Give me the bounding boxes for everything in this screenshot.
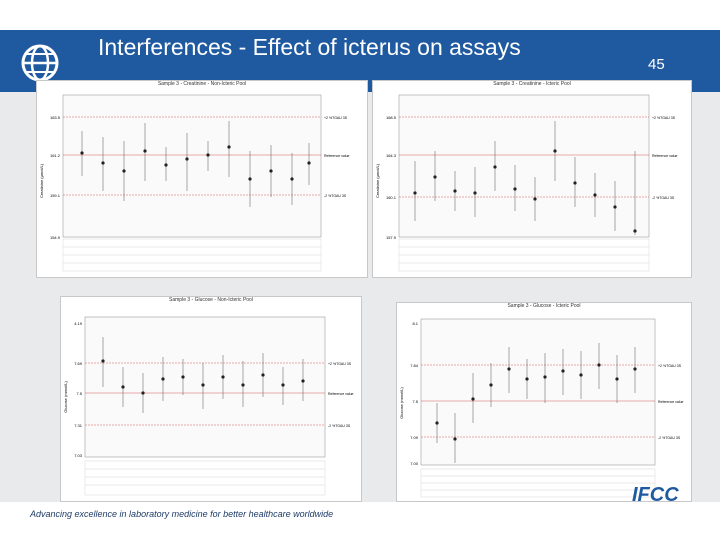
y-tick: 7.09	[410, 435, 419, 440]
chart-panel-creatinine-non-icteric: Sample 3 - Creatinine - Non-Icteric Pool…	[36, 80, 368, 278]
ref-label: +2 %TGAU 3S	[324, 116, 348, 120]
ifcc-logo: IFCC	[632, 484, 702, 520]
y-tick: 168.5	[386, 115, 397, 120]
data-points	[435, 343, 637, 463]
ref-label: Reference value	[328, 392, 354, 396]
plot-area	[420, 318, 656, 466]
plot-area	[84, 316, 326, 458]
panel-title: Sample 3 - Glucose - Icteric Pool	[507, 303, 581, 309]
data-table	[62, 238, 322, 272]
data-points	[80, 121, 311, 207]
y-axis-label: Glucose (mmol/L)	[399, 387, 404, 419]
y-tick: 7.5	[76, 391, 82, 396]
data-points	[101, 337, 305, 413]
plot-area	[62, 94, 322, 238]
y-tick: 7.5	[412, 399, 418, 404]
chart-svg: Creatinine (µmol/L) 163.5 161.2 159.1 15…	[39, 94, 350, 272]
chart-svg: Creatinine (µmol/L) 168.5 164.3 160.1 15…	[375, 94, 678, 272]
chart-panel-creatinine-icteric: Sample 3 - Creatinine - Icteric Pool Cre…	[372, 80, 692, 278]
y-tick: 7.31	[74, 423, 83, 428]
y-tick: 7.00	[410, 461, 419, 466]
y-tick: 160.1	[386, 195, 397, 200]
data-points	[413, 121, 637, 235]
chart-panel-glucose-icteric: Sample 3 - Glucose - Icteric Pool Glucos…	[396, 302, 692, 502]
y-tick: 161.2	[50, 153, 61, 158]
panel-title: Sample 3 - Creatinine - Non-Icteric Pool	[157, 81, 247, 87]
data-table	[84, 460, 326, 496]
chart-svg: Glucose (mmol/L) 8.1 7.84 7.5 7.09 7.00 …	[399, 318, 684, 498]
data-table	[398, 238, 650, 272]
ref-label: -2 %TGAU 3S	[328, 424, 351, 428]
chart-grid: Sample 3 - Creatinine - Non-Icteric Pool…	[0, 80, 720, 502]
y-axis-label: Creatinine (µmol/L)	[375, 163, 380, 198]
y-tick: 7.69	[74, 361, 83, 366]
ref-label: -2 %TGAU 3S	[658, 436, 681, 440]
y-tick: 7.03	[74, 453, 83, 458]
y-tick: 164.3	[386, 153, 397, 158]
ref-label: Reference value	[652, 154, 678, 158]
footer-tagline: Advancing excellence in laboratory medic…	[30, 509, 334, 519]
y-tick: 157.9	[386, 235, 397, 240]
ref-label: Reference value	[658, 400, 684, 404]
chart-svg: Glucose (mmol/L) 4.19 7.69 7.5 7.31 7.03…	[63, 316, 354, 496]
page-number: 45	[648, 56, 665, 73]
y-tick: 8.1	[412, 321, 418, 326]
globe-icon	[21, 44, 59, 82]
ref-label: -2 %TGAU 3S	[652, 196, 675, 200]
y-tick: 154.9	[50, 235, 61, 240]
ref-label: Reference value	[324, 154, 350, 158]
ref-label: +2 %TGAU 3S	[652, 116, 676, 120]
panel-title: Sample 3 - Creatinine - Icteric Pool	[493, 81, 571, 87]
panel-title: Sample 3 - Glucose - Non-Icteric Pool	[169, 297, 253, 303]
data-table	[420, 468, 656, 498]
chart-panel-glucose-non-icteric: Sample 3 - Glucose - Non-Icteric Pool Gl…	[60, 296, 362, 502]
y-tick: 4.19	[74, 321, 83, 326]
slide-title: Interferences - Effect of icterus on ass…	[98, 34, 521, 60]
y-axis-label: Glucose (mmol/L)	[63, 381, 68, 413]
logo-text: IFCC	[632, 484, 679, 506]
ref-label: -2 %TGAU 3S	[324, 194, 347, 198]
ref-label: +2 %TGAU 3S	[328, 362, 352, 366]
y-tick: 159.1	[50, 193, 61, 198]
y-tick: 163.5	[50, 115, 61, 120]
y-tick: 7.84	[410, 363, 419, 368]
ref-label: +2 %TGAU 3S	[658, 364, 682, 368]
plot-area	[398, 94, 650, 238]
y-axis-label: Creatinine (µmol/L)	[39, 163, 44, 198]
